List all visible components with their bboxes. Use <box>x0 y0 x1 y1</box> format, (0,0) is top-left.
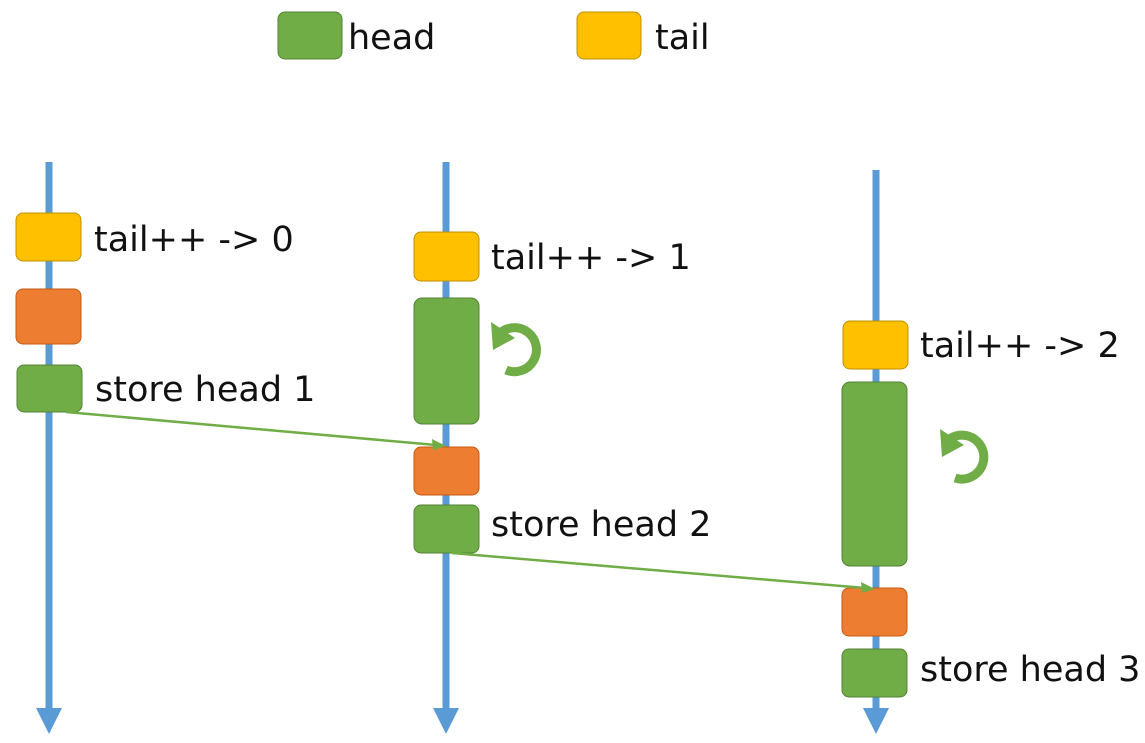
store-head-label-2: store head 2 <box>491 505 711 545</box>
spin-head-block-3 <box>841 381 908 567</box>
store-head-block-2 <box>413 504 480 554</box>
connector-arrowhead-1 <box>432 439 446 450</box>
tail-label-3: tail++ -> 2 <box>920 326 1120 366</box>
tail-label-2: tail++ -> 1 <box>491 238 691 278</box>
store-head-label-3: store head 3 <box>920 650 1140 690</box>
tail-block-2 <box>413 231 480 282</box>
connector-arrow-2 <box>451 551 866 590</box>
timeline-1-arrowhead <box>36 708 62 734</box>
legend: head tail <box>277 11 710 60</box>
tail-label-1: tail++ -> 0 <box>94 220 294 260</box>
legend-head-swatch <box>277 11 343 60</box>
spin-head-block-2 <box>413 297 480 425</box>
legend-tail-swatch <box>576 11 642 60</box>
connector-arrowhead-2 <box>861 582 875 593</box>
timeline-3-arrowhead <box>863 708 889 734</box>
work-block-1 <box>15 288 82 345</box>
store-head-block-3 <box>841 648 908 698</box>
tail-block-1 <box>15 212 82 262</box>
legend-tail-label: tail <box>655 18 710 58</box>
rotate-arrow-icon <box>491 322 541 377</box>
store-head-label-1: store head 1 <box>95 370 315 410</box>
connector-arrow-1 <box>65 410 437 447</box>
connector-arrows <box>65 410 875 593</box>
thread-2: tail++ -> 1 store head 2 <box>413 231 711 554</box>
thread-1: tail++ -> 0 store head 1 <box>15 212 315 413</box>
rotate-arrow-icon <box>940 429 989 484</box>
work-block-2 <box>413 446 480 496</box>
timeline-2-arrowhead <box>433 708 459 734</box>
legend-head-label: head <box>348 18 435 58</box>
thread-3: tail++ -> 2 store head 3 <box>841 320 1140 698</box>
store-head-block-1 <box>16 364 83 413</box>
tail-block-3 <box>842 320 909 370</box>
work-block-3 <box>841 587 908 637</box>
